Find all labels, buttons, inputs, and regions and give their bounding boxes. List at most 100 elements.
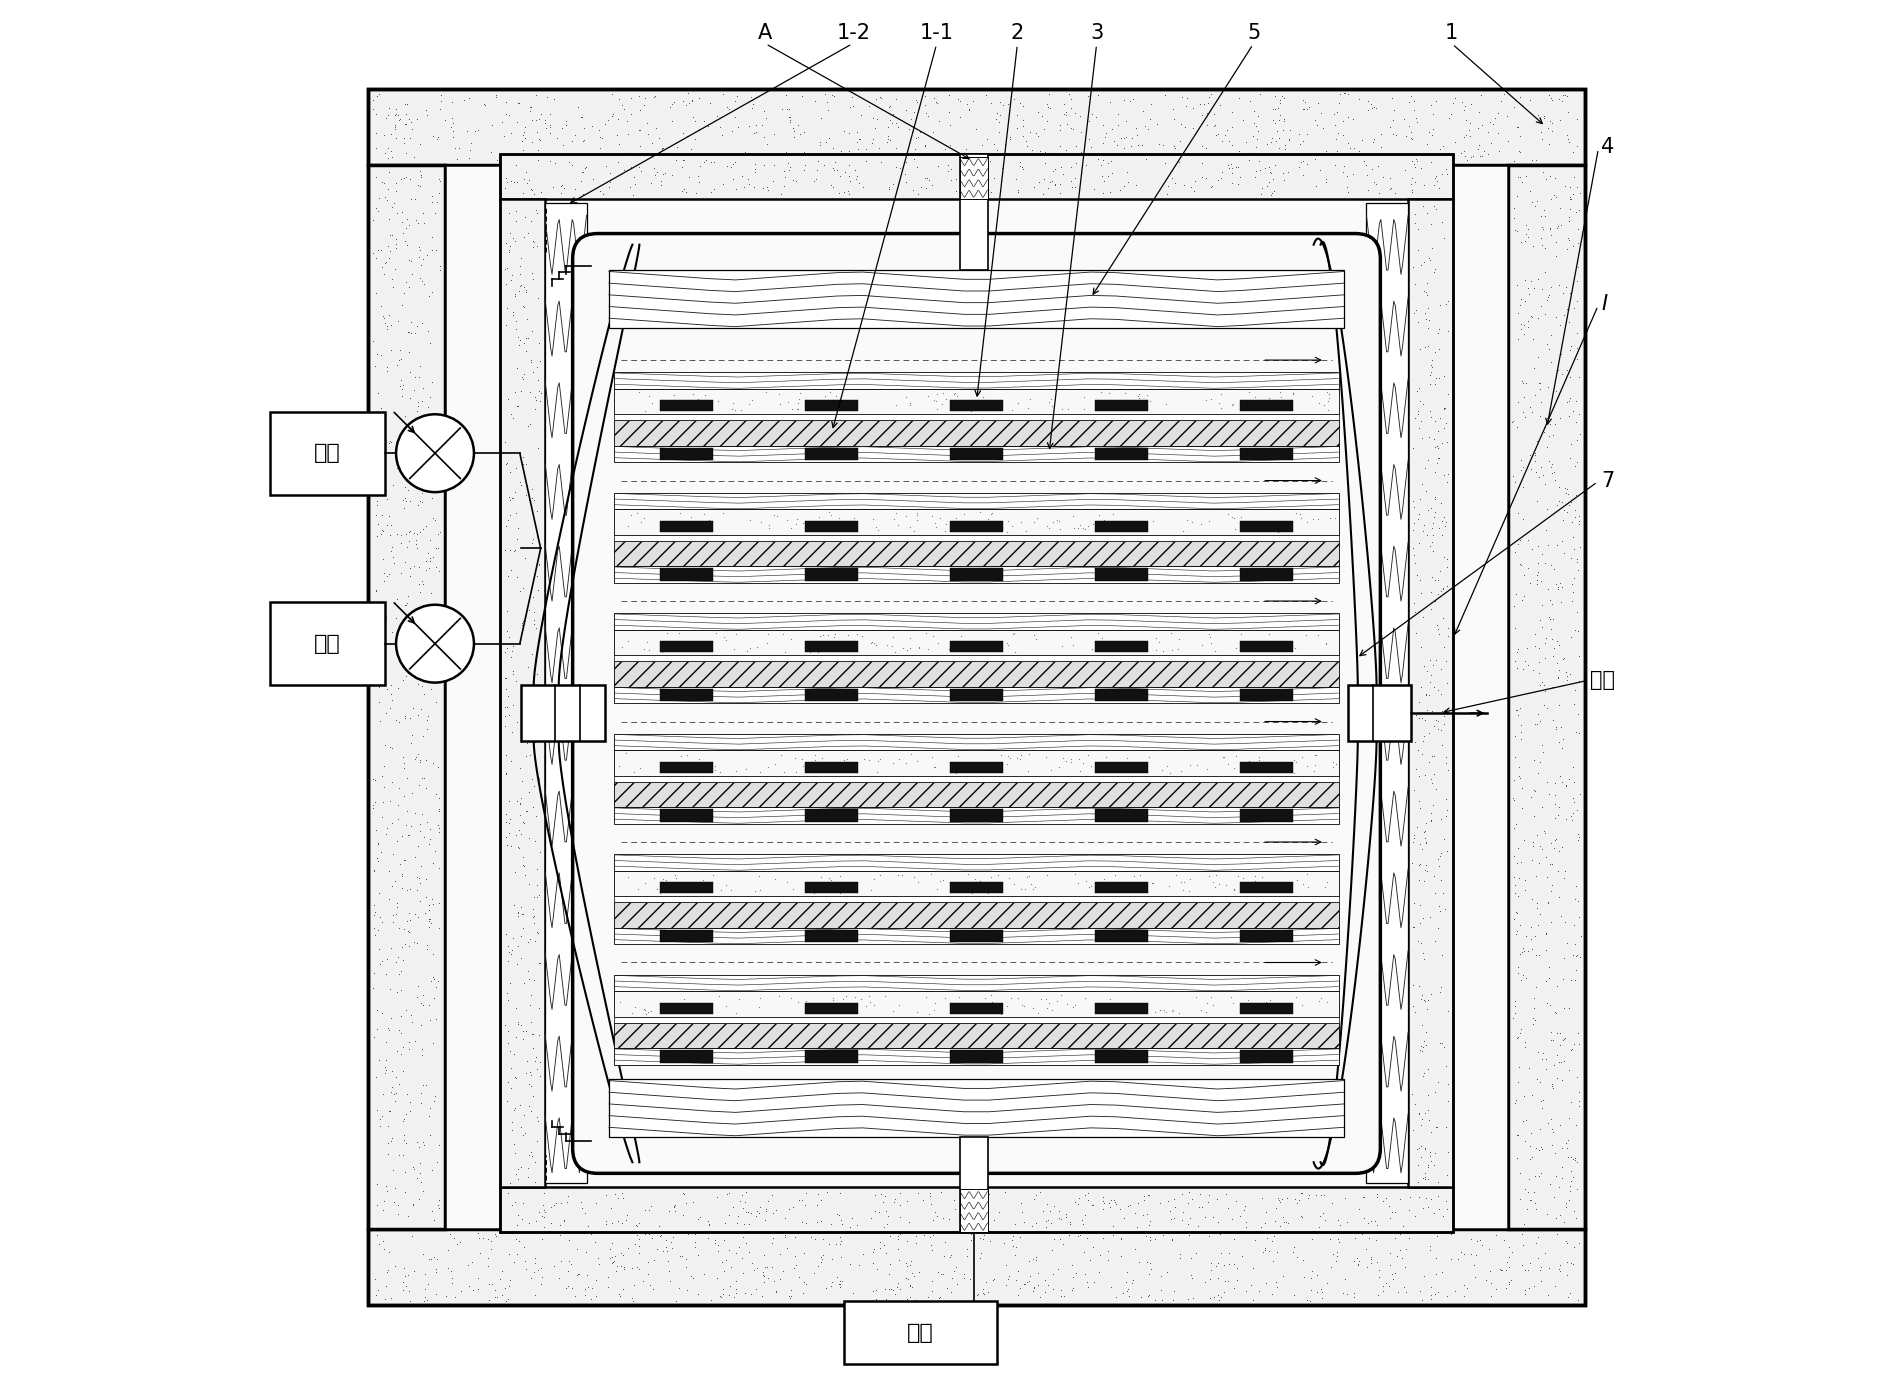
Point xyxy=(425,666,455,688)
Point xyxy=(1492,104,1522,127)
Point xyxy=(1028,184,1058,206)
Point xyxy=(1174,1223,1204,1245)
Point xyxy=(1538,709,1568,731)
Point xyxy=(1323,1231,1354,1254)
Point xyxy=(544,1213,574,1236)
Point xyxy=(1519,1181,1549,1204)
Point xyxy=(1111,110,1141,132)
Point xyxy=(939,638,969,660)
Point xyxy=(1014,1250,1045,1272)
Point xyxy=(1172,1289,1202,1311)
Point xyxy=(404,820,434,843)
Point xyxy=(656,637,686,659)
Point xyxy=(834,164,865,187)
Point xyxy=(1541,716,1572,738)
Point xyxy=(1246,159,1276,181)
Point xyxy=(1047,635,1077,657)
Point xyxy=(358,98,389,120)
Point xyxy=(1126,513,1157,535)
Point xyxy=(1145,999,1176,1021)
Point xyxy=(1202,1266,1232,1289)
Point xyxy=(516,1022,546,1045)
Point xyxy=(1504,501,1534,524)
Point xyxy=(1538,645,1568,667)
Point xyxy=(1094,181,1124,203)
Point xyxy=(906,176,937,198)
Point xyxy=(548,1208,578,1230)
Point xyxy=(1151,1261,1181,1283)
Point xyxy=(512,171,542,194)
Point xyxy=(1509,1213,1540,1236)
Point xyxy=(660,1199,690,1222)
Point xyxy=(1541,630,1572,652)
Point xyxy=(525,382,556,404)
Point xyxy=(372,357,402,379)
Point xyxy=(1437,1223,1468,1245)
Point xyxy=(1522,762,1553,784)
Point xyxy=(1559,141,1589,163)
Point xyxy=(1380,182,1411,205)
Point xyxy=(1255,162,1285,184)
Point xyxy=(1504,139,1534,162)
Point xyxy=(1158,1289,1189,1311)
Point xyxy=(1293,1187,1323,1209)
Point xyxy=(1532,992,1562,1014)
Point xyxy=(506,247,537,269)
Point xyxy=(1401,564,1431,586)
Point xyxy=(662,878,692,900)
Point xyxy=(1538,1121,1568,1144)
Point xyxy=(1401,758,1431,780)
Point xyxy=(398,146,428,169)
Point xyxy=(1540,1000,1570,1022)
Point xyxy=(994,866,1024,889)
Point xyxy=(872,128,902,150)
Point xyxy=(372,514,402,536)
Point xyxy=(1151,182,1181,205)
Point xyxy=(502,905,533,928)
Point xyxy=(491,600,521,623)
Point xyxy=(738,93,768,116)
Point xyxy=(436,1266,466,1289)
Point xyxy=(1257,632,1287,655)
Point xyxy=(1155,1199,1185,1222)
Point xyxy=(811,520,842,542)
Point xyxy=(514,872,544,894)
Point xyxy=(925,871,956,893)
Point xyxy=(1047,156,1077,178)
Point xyxy=(375,978,406,1000)
Point xyxy=(1509,323,1540,345)
Point xyxy=(709,1229,739,1251)
Point xyxy=(1555,1180,1585,1202)
Point xyxy=(1399,273,1430,295)
Point xyxy=(1234,89,1265,111)
Point xyxy=(1284,123,1314,145)
Point xyxy=(1536,1107,1566,1130)
Point xyxy=(1306,986,1337,1009)
Point xyxy=(1111,1272,1141,1294)
Point xyxy=(1067,1209,1098,1231)
Point xyxy=(406,1014,436,1036)
Point xyxy=(882,111,912,134)
Point xyxy=(1511,372,1541,394)
Point xyxy=(1014,865,1045,887)
Point xyxy=(1098,143,1128,166)
Point xyxy=(959,1181,990,1204)
Point xyxy=(370,1061,400,1084)
Point xyxy=(463,1227,493,1250)
Point xyxy=(1545,343,1576,365)
Point xyxy=(360,198,391,220)
Point xyxy=(1172,86,1202,109)
Point xyxy=(1549,911,1579,933)
Point xyxy=(1407,983,1437,1006)
Point xyxy=(1399,600,1430,623)
Point xyxy=(1562,429,1593,451)
Point xyxy=(1113,747,1143,769)
Point xyxy=(364,1107,394,1130)
Point xyxy=(1543,578,1574,600)
Point xyxy=(637,1227,667,1250)
Point xyxy=(612,110,643,132)
Point xyxy=(1543,215,1574,237)
Point xyxy=(1543,659,1574,681)
Point xyxy=(880,1188,910,1211)
Point xyxy=(1037,1238,1067,1261)
